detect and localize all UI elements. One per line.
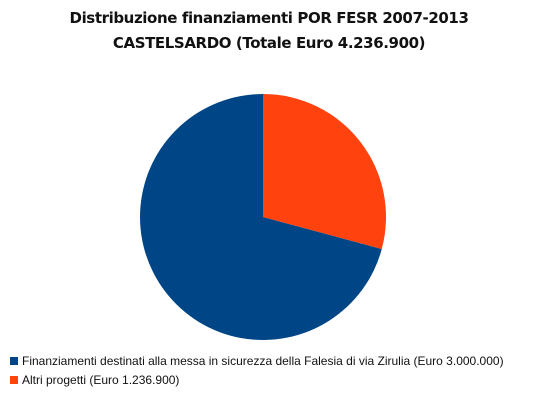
legend-label: Altri progetti (Euro 1.236.900) <box>22 372 180 387</box>
legend: Finanziamenti destinati alla messa in si… <box>10 351 504 389</box>
legend-swatch <box>10 356 18 365</box>
legend-swatch <box>10 375 18 384</box>
legend-label: Finanziamenti destinati alla messa in si… <box>22 353 504 368</box>
legend-item: Finanziamenti destinati alla messa in si… <box>10 351 504 370</box>
chart-title: Distribuzione finanziamenti POR FESR 200… <box>69 9 469 27</box>
pie-slice-1 <box>140 94 382 340</box>
legend-item: Altri progetti (Euro 1.236.900) <box>10 370 504 389</box>
chart-subtitle: CASTELSARDO (Totale Euro 4.236.900) <box>112 34 426 52</box>
pie-slice-2 <box>263 93 387 250</box>
